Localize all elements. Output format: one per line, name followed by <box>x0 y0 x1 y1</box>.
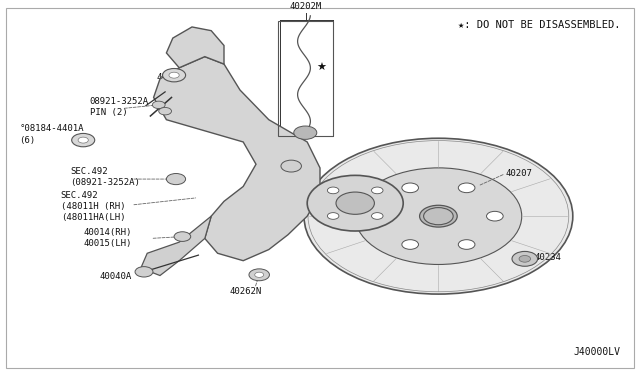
Circle shape <box>174 232 191 241</box>
Circle shape <box>307 175 403 231</box>
Circle shape <box>163 68 186 82</box>
Text: ★: DO NOT BE DISASSEMBLED.: ★: DO NOT BE DISASSEMBLED. <box>458 20 621 29</box>
Circle shape <box>294 126 317 140</box>
Circle shape <box>486 211 503 221</box>
Circle shape <box>458 183 475 193</box>
Polygon shape <box>154 57 320 261</box>
Circle shape <box>255 272 264 278</box>
Circle shape <box>371 213 383 219</box>
Circle shape <box>355 168 522 264</box>
Text: J40000LV: J40000LV <box>574 347 621 357</box>
Circle shape <box>78 137 88 143</box>
Circle shape <box>135 267 153 277</box>
Circle shape <box>420 205 457 227</box>
Bar <box>278 21 333 137</box>
Text: 40222: 40222 <box>266 166 292 176</box>
Circle shape <box>371 187 383 194</box>
Circle shape <box>328 213 339 219</box>
Text: 40040B: 40040B <box>157 73 189 81</box>
Text: ★: ★ <box>316 63 326 73</box>
Circle shape <box>152 101 165 109</box>
Circle shape <box>402 240 419 249</box>
Circle shape <box>336 192 374 214</box>
Text: 40040A: 40040A <box>99 272 131 281</box>
Text: 40207: 40207 <box>506 169 532 178</box>
Text: 40262N: 40262N <box>229 286 261 296</box>
Text: SEC.492
(08921-3252A): SEC.492 (08921-3252A) <box>70 167 140 187</box>
Text: 40014(RH)
40015(LH): 40014(RH) 40015(LH) <box>83 228 132 248</box>
Circle shape <box>304 138 573 294</box>
Polygon shape <box>141 216 211 276</box>
Circle shape <box>374 211 390 221</box>
Text: 40234: 40234 <box>534 253 561 262</box>
Circle shape <box>72 134 95 147</box>
Text: 08921-3252A
PIN (2): 08921-3252A PIN (2) <box>90 97 148 117</box>
Polygon shape <box>166 27 224 68</box>
Text: 40202M: 40202M <box>290 2 322 12</box>
Circle shape <box>249 269 269 281</box>
Circle shape <box>281 160 301 172</box>
Circle shape <box>159 108 172 115</box>
Circle shape <box>458 240 475 249</box>
Circle shape <box>328 187 339 194</box>
Circle shape <box>512 251 538 266</box>
Circle shape <box>169 72 179 78</box>
Circle shape <box>519 256 531 262</box>
Circle shape <box>402 183 419 193</box>
Text: SEC.492
(48011H (RH)
(48011HA(LH): SEC.492 (48011H (RH) (48011HA(LH) <box>61 191 125 222</box>
Circle shape <box>424 208 453 225</box>
Text: °08184-4401A
(6): °08184-4401A (6) <box>19 125 84 145</box>
Circle shape <box>166 173 186 185</box>
